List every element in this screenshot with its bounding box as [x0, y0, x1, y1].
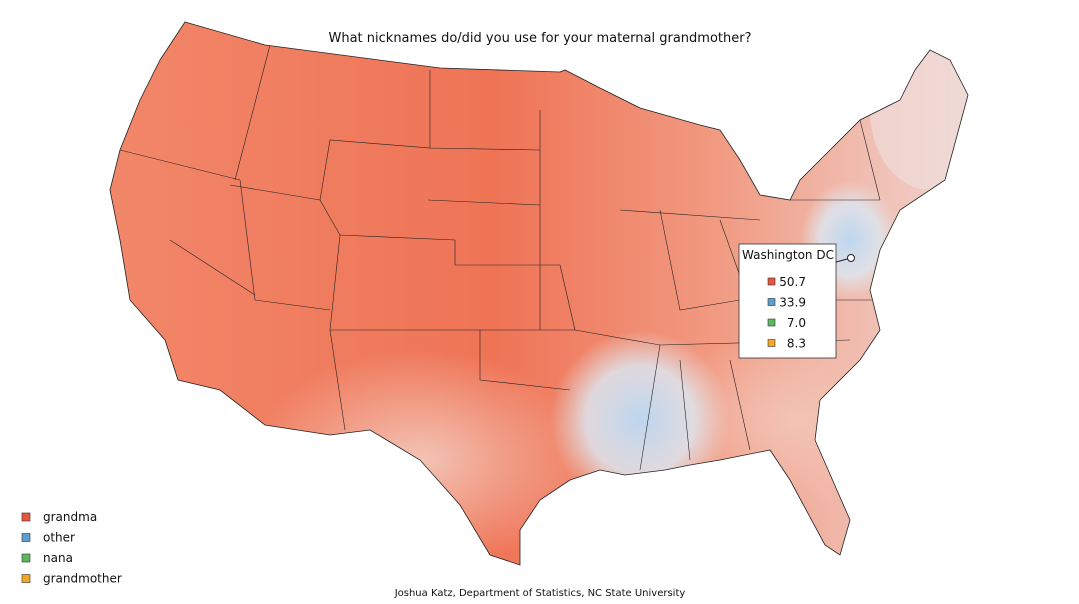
location-marker[interactable]	[847, 254, 855, 262]
legend-label: grandmother	[43, 572, 122, 586]
legend-swatch	[21, 553, 31, 563]
us-map	[110, 22, 968, 565]
credit: Joshua Katz, Department of Statistics, N…	[394, 588, 686, 599]
legend-swatch	[21, 533, 31, 542]
legend: grandma other nana grandmother	[21, 510, 122, 586]
tooltip-value: 50.7	[779, 275, 806, 289]
legend-label: nana	[43, 551, 73, 565]
tooltip-swatch	[767, 298, 776, 306]
tooltip-location: Washington DC	[742, 248, 834, 262]
tooltip-swatch	[767, 277, 776, 286]
legend-swatch	[21, 574, 31, 583]
tooltip-swatch	[767, 339, 776, 347]
tooltip-swatch	[767, 318, 776, 327]
map-title: What nicknames do/did you use for your m…	[329, 31, 752, 46]
legend-label: grandma	[43, 510, 97, 524]
legend-swatch	[21, 512, 31, 522]
legend-label: other	[43, 531, 75, 545]
tooltip: Washington DC 50.7 33.9 7.0 8.3	[738, 243, 837, 359]
tooltip-value: 7.0	[787, 316, 806, 330]
tooltip-value: 33.9	[779, 296, 806, 310]
tooltip-value: 8.3	[787, 337, 806, 351]
